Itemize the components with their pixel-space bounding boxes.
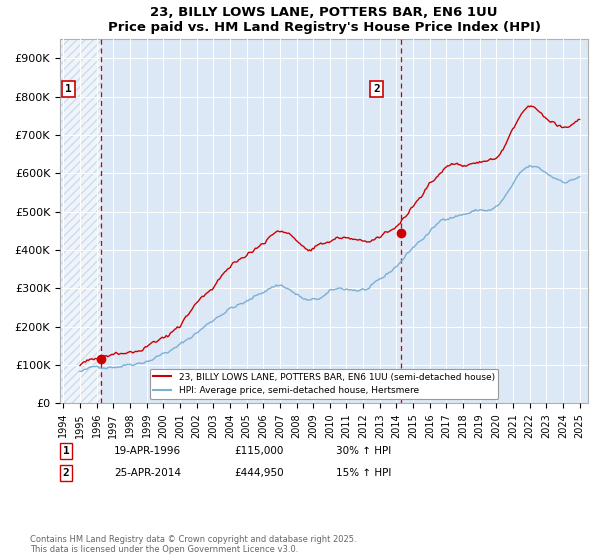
Text: 19-APR-1996: 19-APR-1996 [114,446,181,456]
Text: 30% ↑ HPI: 30% ↑ HPI [336,446,391,456]
Text: 2: 2 [62,468,70,478]
Text: 1: 1 [65,84,72,94]
Title: 23, BILLY LOWS LANE, POTTERS BAR, EN6 1UU
Price paid vs. HM Land Registry's Hous: 23, BILLY LOWS LANE, POTTERS BAR, EN6 1U… [107,6,541,34]
Legend: 23, BILLY LOWS LANE, POTTERS BAR, EN6 1UU (semi-detached house), HPI: Average pr: 23, BILLY LOWS LANE, POTTERS BAR, EN6 1U… [149,369,499,399]
Text: £115,000: £115,000 [234,446,283,456]
Bar [60,39,101,403]
Text: 2: 2 [373,84,380,94]
Text: Contains HM Land Registry data © Crown copyright and database right 2025.
This d: Contains HM Land Registry data © Crown c… [30,535,356,554]
Text: 25-APR-2014: 25-APR-2014 [114,468,181,478]
Text: £444,950: £444,950 [234,468,284,478]
Text: 15% ↑ HPI: 15% ↑ HPI [336,468,391,478]
Text: 1: 1 [62,446,70,456]
